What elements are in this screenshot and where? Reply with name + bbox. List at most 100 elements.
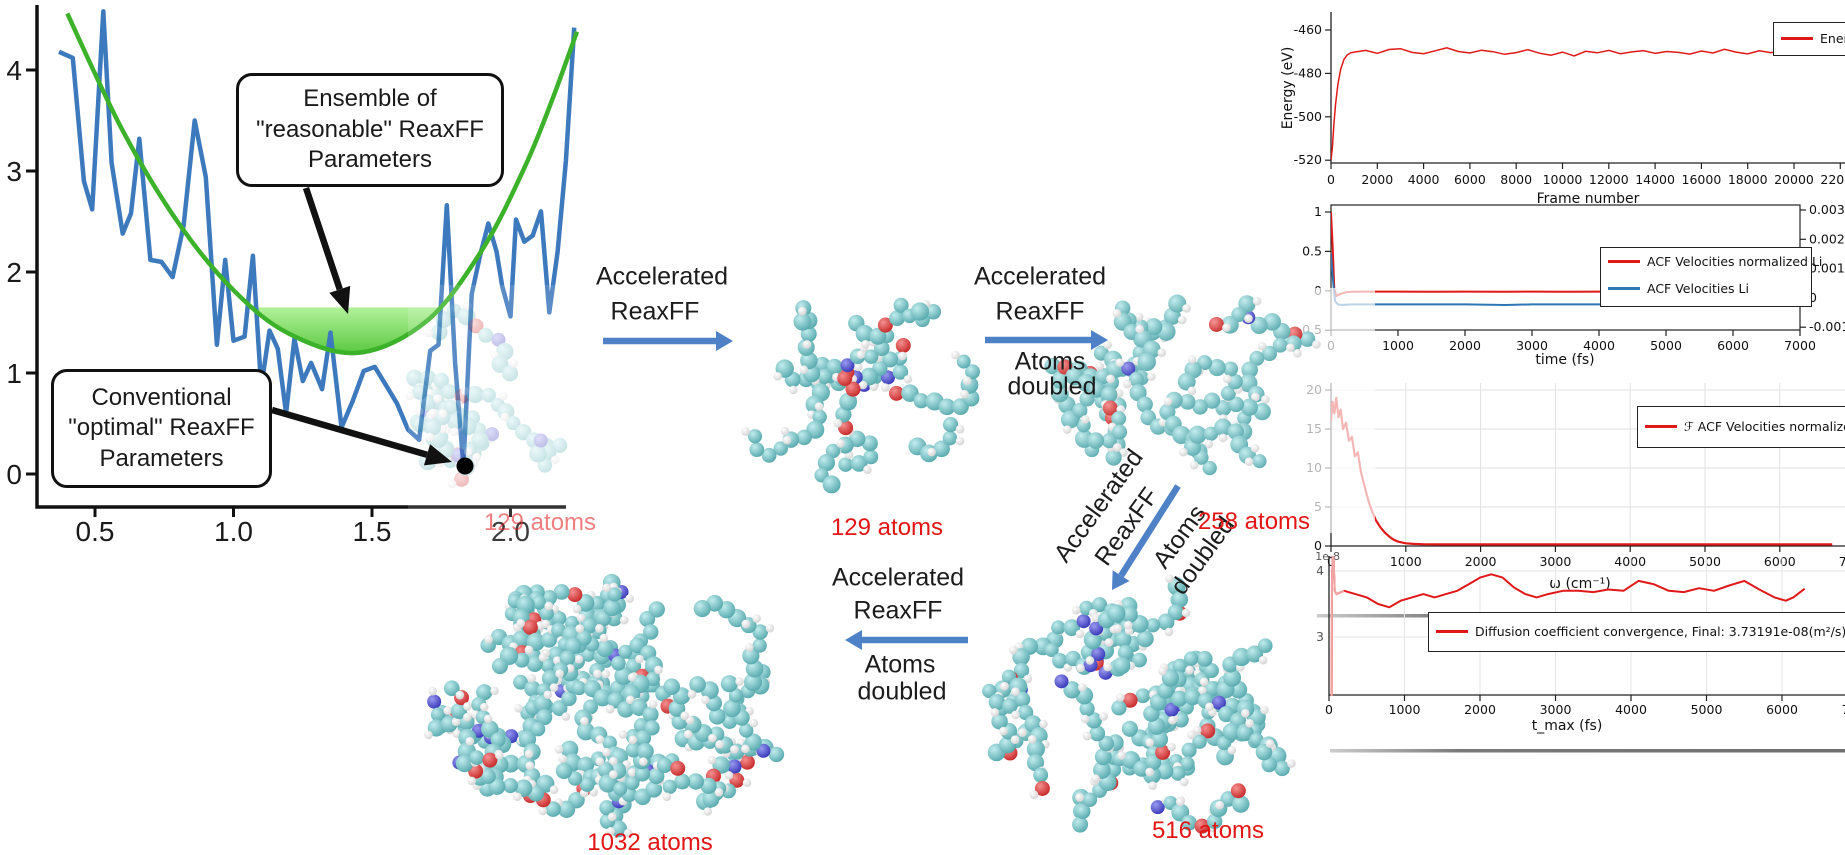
tick-label: 0.003 — [1809, 202, 1845, 217]
tick-label: Energy (eV) — [1280, 47, 1296, 130]
tick-label: 3000 — [1540, 702, 1572, 717]
callout-ensemble-line3: Parameters — [307, 146, 433, 174]
tick-label: 0 — [1327, 554, 1335, 569]
callout-optimal-line3: Parameters — [99, 444, 224, 472]
tick-label: Frame number — [1537, 191, 1640, 207]
tick-label: 1.0 — [214, 516, 253, 547]
legend-acf-blue-label: ACF Velocities Li — [1647, 281, 1749, 296]
tick-label: 2000 — [1464, 702, 1496, 717]
molecule2-count-label: 129 atoms — [830, 514, 944, 541]
callout-optimal-line2: "optimal" ReaxFF — [68, 414, 255, 442]
legend-diffusion: Diffusion coefficient convergence, Final… — [1428, 612, 1845, 652]
molecule-129-ghost — [405, 285, 575, 543]
tick-label: t_max (fs) — [1532, 718, 1603, 734]
step4-label-atoms: Atoms — [864, 650, 936, 679]
section-divider-2 — [1330, 749, 1845, 753]
tick-label: -500 — [1294, 109, 1322, 124]
optimal-point-marker — [456, 457, 474, 475]
tick-label: ω (cm⁻¹) — [1549, 576, 1610, 592]
tick-label: -460 — [1294, 22, 1322, 37]
tick-label: 8000 — [1500, 172, 1532, 187]
tick-label: 4000 — [1408, 172, 1440, 187]
arrow-head — [1091, 330, 1108, 350]
tick-label: 0 — [1314, 538, 1322, 553]
tick-label: 0.5 — [76, 516, 115, 547]
diffusion-curve — [1330, 556, 1806, 696]
molecule1-count-label: 129 atoms — [483, 509, 597, 536]
tick-label: 2.0 — [491, 516, 530, 547]
tick-label: 5000 — [1689, 554, 1721, 569]
tick-label: 4000 — [1583, 338, 1615, 353]
tick-label: 3000 — [1516, 338, 1548, 353]
tick-label: 1e-8 — [1315, 550, 1340, 563]
tick-label: 7000 — [1784, 338, 1816, 353]
tick-label: 1000 — [1390, 554, 1422, 569]
callout-ensemble: Ensemble of "reasonable" ReaxFF Paramete… — [236, 73, 504, 187]
tick-label: 1.5 — [353, 516, 392, 547]
tick-label: -520 — [1294, 152, 1322, 167]
tick-label: 1000 — [1389, 702, 1421, 717]
tick-label: 5000 — [1691, 702, 1723, 717]
tick-label: 18000 — [1728, 172, 1768, 187]
legend-acf-red-swatch — [1608, 260, 1640, 263]
callout-optimal-line1: Conventional — [91, 383, 232, 411]
molecule-layer — [405, 285, 1375, 852]
tick-label: 0.002 — [1809, 231, 1845, 246]
molecule-258 — [1035, 288, 1375, 533]
tick-label: 22000 — [1820, 172, 1845, 187]
legend-acf: ACF Velocities normalized Li ACF Velocit… — [1600, 247, 1822, 307]
arrow-shaft — [271, 406, 428, 458]
tick-label: 2 — [6, 257, 22, 288]
molecule-1032 — [422, 565, 808, 850]
tick-label: 7000 — [1842, 702, 1845, 717]
molecule-129 — [741, 297, 980, 494]
tick-label: -0.001 — [1809, 319, 1845, 334]
tick-label: 5000 — [1650, 338, 1682, 353]
tick-label: 20000 — [1774, 172, 1814, 187]
step1-label-reaxff: ReaxFF — [610, 297, 700, 326]
arrow-shaft — [1118, 484, 1181, 578]
legend-facf-swatch — [1645, 424, 1677, 428]
smoothed-landscape-curve — [65, 12, 580, 356]
tick-label: 7000 — [1839, 554, 1845, 569]
legend-energy-swatch — [1781, 36, 1813, 40]
step2-label-doubled: doubled — [1007, 372, 1097, 401]
tick-label: 2000 — [1361, 172, 1393, 187]
tick-label: 4000 — [1615, 702, 1647, 717]
tick-label: 6000 — [1454, 172, 1486, 187]
arrow-head — [329, 285, 351, 314]
tick-label: 1 — [1314, 204, 1322, 219]
tick-label: 2000 — [1449, 338, 1481, 353]
tick-label: 3 — [6, 156, 22, 187]
diffusion-curve-early — [1330, 556, 1345, 696]
tick-label: 14000 — [1635, 172, 1675, 187]
tick-label: 0.5 — [1302, 243, 1322, 258]
step4-label-doubled: doubled — [857, 677, 947, 706]
legend-acf-blue-swatch — [1608, 287, 1640, 290]
tick-label: 2000 — [1465, 554, 1497, 569]
tick-label: 1000 — [1382, 338, 1414, 353]
tick-label: 10000 — [1543, 172, 1583, 187]
callout-ensemble-line2: "reasonable" ReaxFF — [256, 115, 484, 143]
legend-energy: Energy — [1773, 22, 1845, 56]
callout-ensemble-line1: Ensemble of — [303, 85, 437, 113]
energy-curve — [1331, 47, 1827, 161]
step2-label-atoms: Atoms — [1014, 347, 1086, 376]
legend-diffusion-swatch — [1436, 629, 1468, 633]
legend-energy-label: Energy — [1820, 30, 1845, 46]
step2-label-accelerated: Accelerated — [973, 262, 1107, 291]
tick-label: 16000 — [1682, 172, 1722, 187]
legend-acf-red-label: ACF Velocities normalized Li — [1647, 254, 1823, 269]
tick-label: 4 — [1316, 563, 1324, 578]
tick-label: 0 — [1327, 172, 1335, 187]
tick-label: 12000 — [1589, 172, 1629, 187]
tick-label: 6000 — [1764, 554, 1796, 569]
arrow-layer — [271, 186, 1181, 650]
legend-facf-label: ℱ ACF Velocities normalized Li — [1684, 418, 1845, 434]
left-parameter-plot: 0 1 2 3 4 0.5 1.0 1.5 2.0 — [6, 5, 580, 547]
tick-label: 0 — [6, 459, 22, 490]
molecule3-count-label: 258 atoms — [1197, 508, 1311, 535]
tick-label: -480 — [1294, 65, 1322, 80]
